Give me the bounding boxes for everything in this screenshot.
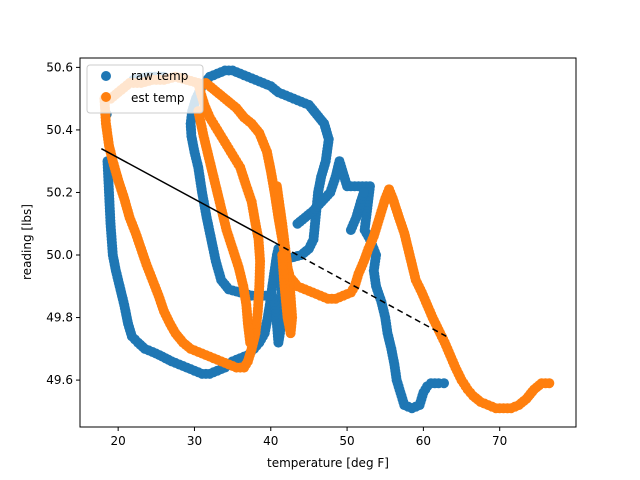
plot-marks (99, 65, 555, 414)
y-tick-label: 50.2 (46, 185, 73, 199)
series-est-temp (99, 71, 555, 414)
y-tick-label: 50.0 (46, 248, 73, 262)
x-tick-label: 30 (187, 434, 202, 448)
data-point (245, 337, 256, 348)
fit-line-dashed (274, 241, 447, 337)
legend-label-est-temp: est temp (131, 91, 185, 105)
x-tick-label: 40 (263, 434, 278, 448)
legend-marker-raw-temp (101, 71, 111, 81)
legend-marker-est-temp (101, 92, 111, 102)
data-point (277, 250, 288, 261)
fit-line-solid (101, 148, 275, 244)
x-tick-label: 50 (339, 434, 354, 448)
x-tick-label: 20 (111, 434, 126, 448)
legend-box (86, 64, 204, 114)
y-tick-label: 49.6 (46, 373, 73, 387)
data-point (544, 378, 555, 389)
legend: raw temp est temp (86, 64, 204, 114)
y-axis-label: reading [lbs] (20, 204, 34, 280)
y-tick-label: 49.8 (46, 311, 73, 325)
legend-label-raw-temp: raw temp (131, 69, 188, 83)
plot-frame (79, 57, 577, 428)
x-tick-label: 70 (492, 434, 507, 448)
data-point (438, 378, 449, 389)
data-point (358, 187, 369, 198)
y-tick-label: 50.6 (46, 60, 73, 74)
y-axis: 49.6 49.8 50.0 50.2 50.4 50.6 (46, 60, 80, 387)
x-axis: 20 30 40 50 60 70 (111, 427, 507, 448)
x-tick-label: 60 (416, 434, 431, 448)
y-tick-label: 50.4 (46, 123, 73, 137)
x-axis-label: temperature [deg F] (267, 456, 389, 470)
